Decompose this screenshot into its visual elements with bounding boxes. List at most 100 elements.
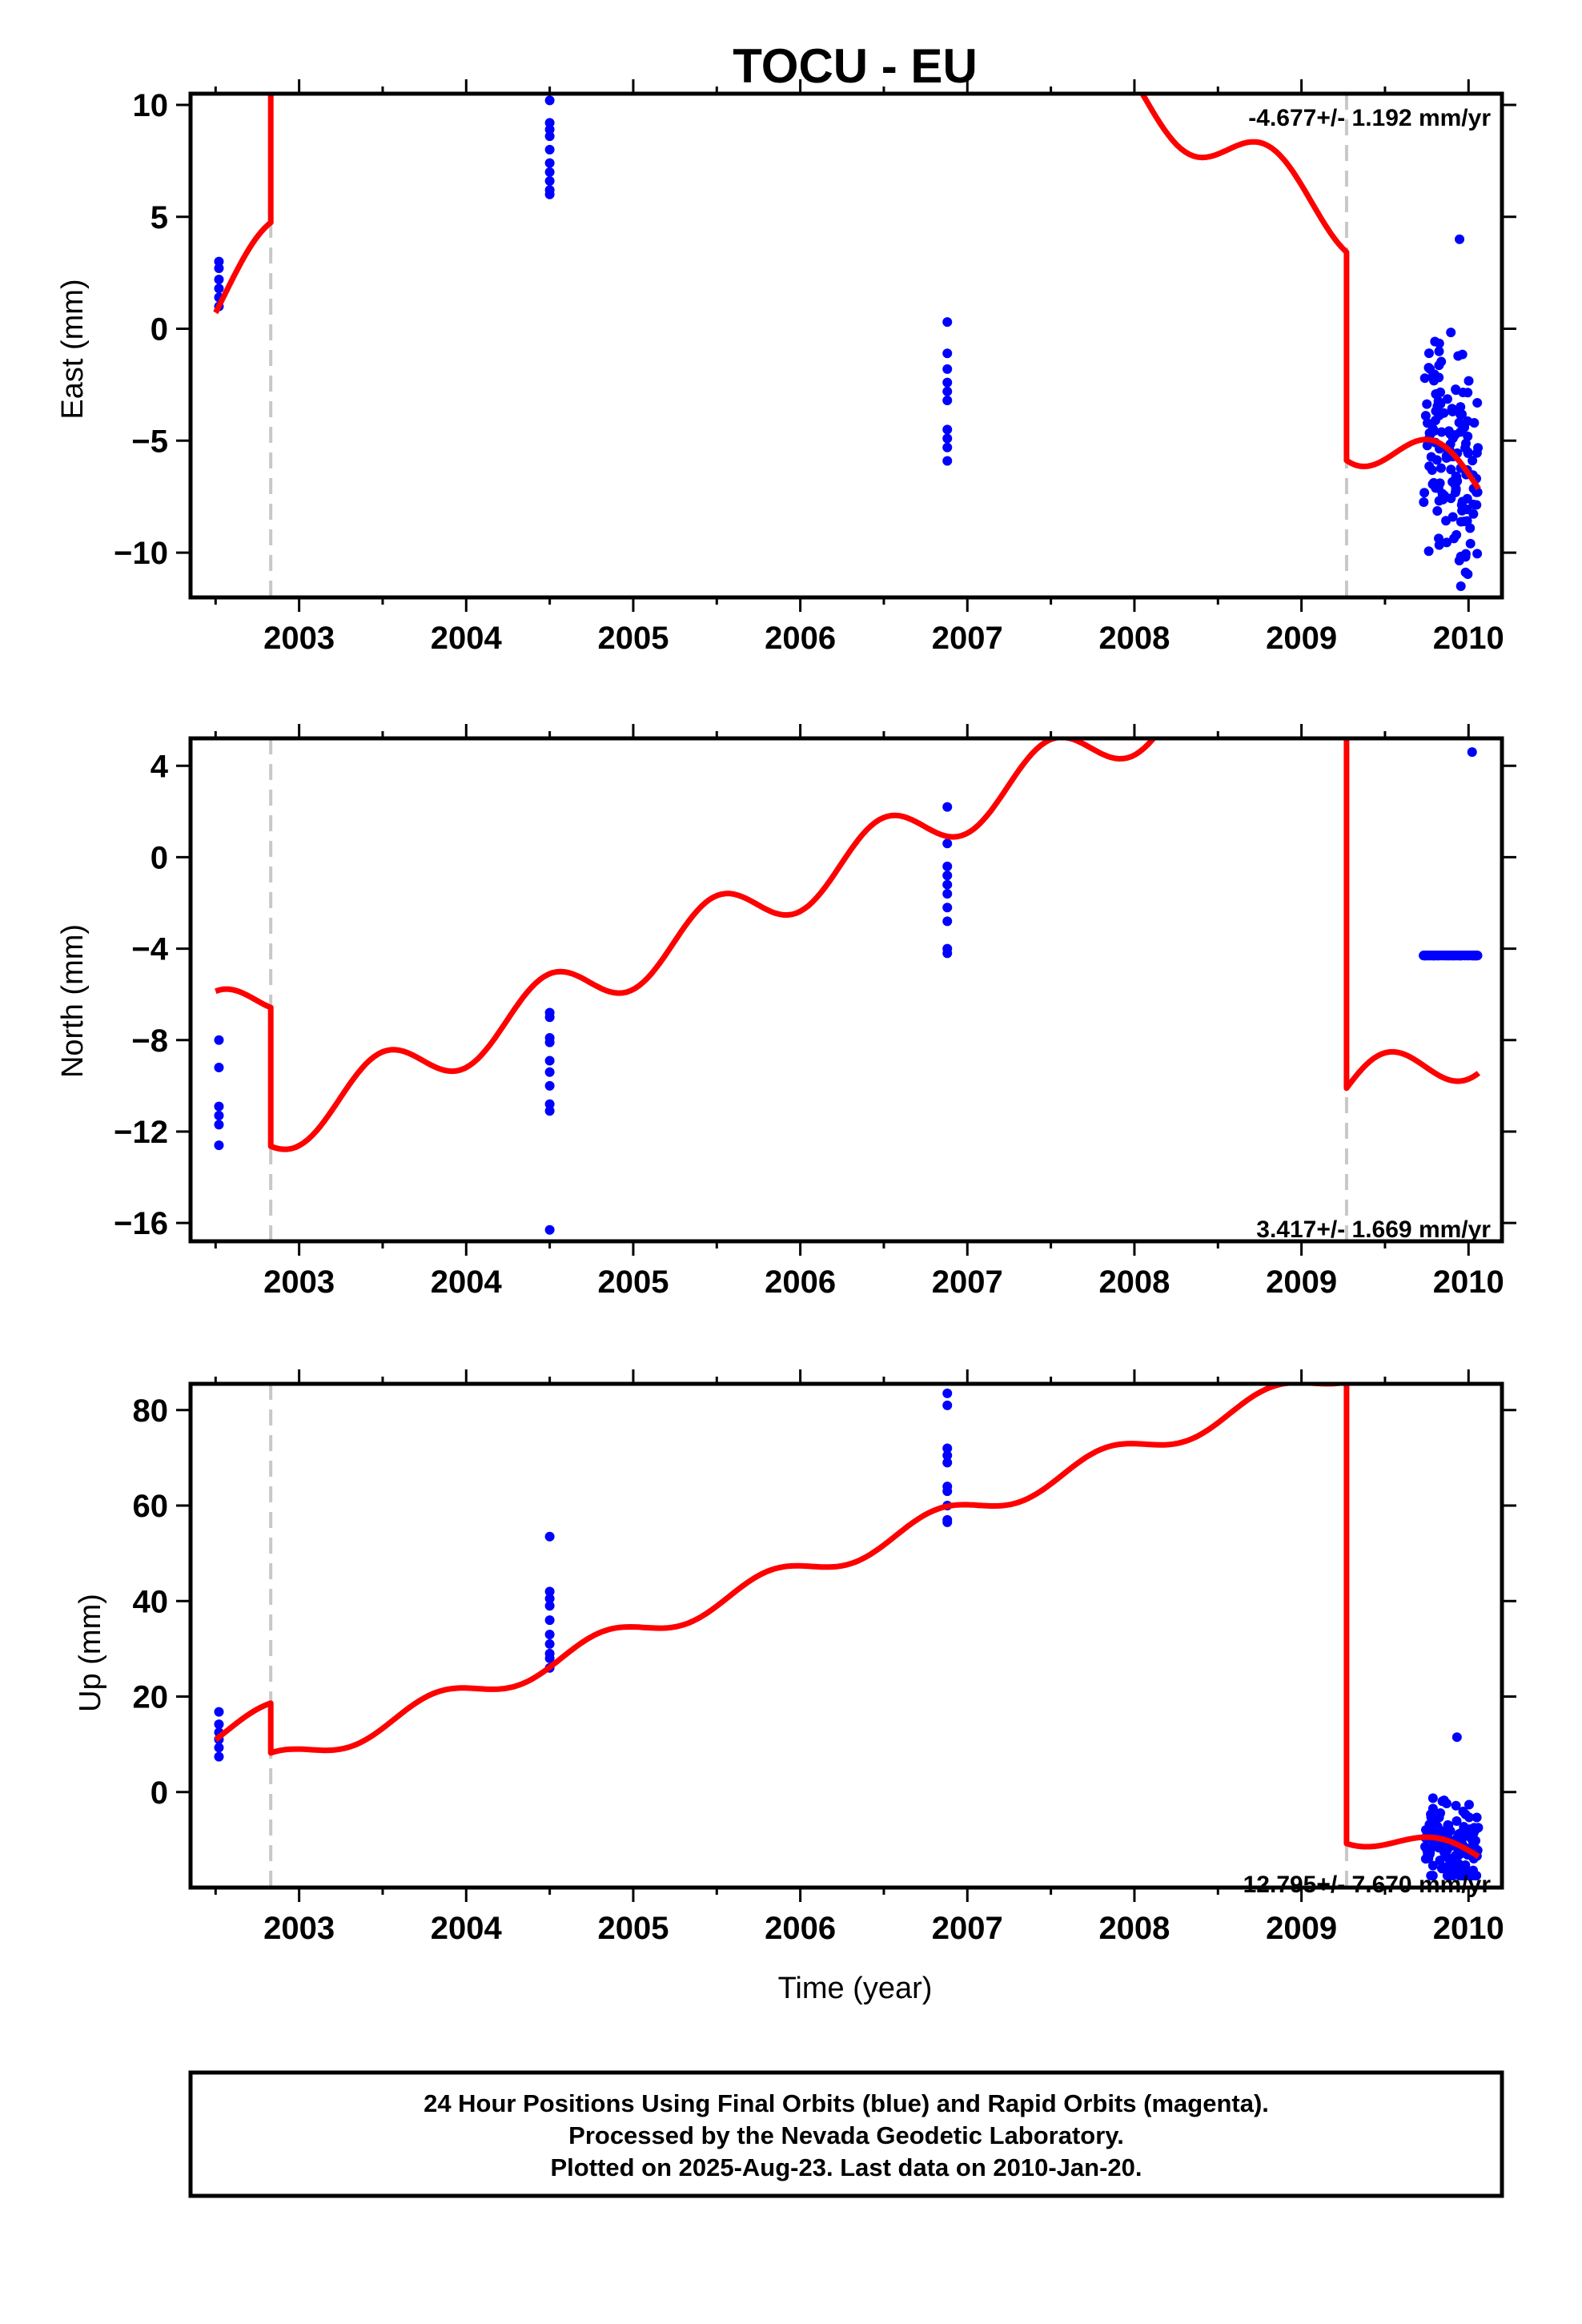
up-point bbox=[1432, 1821, 1443, 1831]
east-point bbox=[942, 317, 953, 328]
up-point bbox=[1452, 1732, 1462, 1743]
up-xtick-label: 2003 bbox=[263, 1911, 335, 1946]
north-point bbox=[544, 1067, 555, 1077]
up-point bbox=[544, 1615, 555, 1626]
east-point bbox=[1453, 351, 1464, 361]
up-point bbox=[942, 1486, 953, 1497]
up-panel: 2003 2004 2005 2006 2007 2008 2009 2010 80 60 40 20… bbox=[74, 1369, 1516, 1946]
up-ytick-label: 40 bbox=[133, 1584, 169, 1619]
east-point bbox=[1465, 523, 1476, 533]
east-point bbox=[1472, 500, 1482, 510]
east-point bbox=[1472, 549, 1483, 559]
east-point bbox=[1434, 346, 1444, 356]
east-point bbox=[942, 348, 953, 359]
footer-line-3: Plotted on 2025-Aug-23. Last data on 201… bbox=[550, 2153, 1142, 2181]
east-ytick-label: −10 bbox=[114, 536, 168, 571]
east-point bbox=[1419, 488, 1430, 498]
north-point bbox=[214, 1101, 224, 1112]
east-point bbox=[1442, 394, 1452, 404]
north-point bbox=[942, 916, 953, 927]
east-point bbox=[1465, 538, 1476, 549]
east-point bbox=[544, 131, 555, 142]
east-point bbox=[942, 442, 953, 452]
east-point bbox=[1445, 428, 1456, 439]
east-point bbox=[1436, 356, 1447, 367]
up-frame bbox=[188, 1381, 1504, 1890]
east-point bbox=[942, 433, 953, 444]
up-point bbox=[942, 1458, 953, 1468]
north-ytick-label: −12 bbox=[114, 1115, 168, 1150]
east-ytick-label: −5 bbox=[131, 424, 168, 459]
up-point bbox=[544, 1586, 555, 1597]
north-point bbox=[1428, 951, 1439, 961]
up-xtick-label: 2006 bbox=[765, 1911, 836, 1946]
east-xtick-label: 2005 bbox=[597, 621, 669, 656]
up-point bbox=[1434, 1812, 1444, 1823]
east-point bbox=[1451, 384, 1461, 395]
up-point bbox=[1467, 1831, 1477, 1842]
east-point bbox=[1457, 409, 1468, 420]
east-ytick-label: 0 bbox=[151, 312, 168, 348]
east-point bbox=[1468, 456, 1478, 466]
up-point bbox=[544, 1653, 555, 1663]
east-point bbox=[1472, 397, 1483, 408]
up-point bbox=[1449, 1856, 1460, 1866]
up-point bbox=[1464, 1812, 1475, 1823]
up-point bbox=[1472, 1812, 1482, 1823]
east-point bbox=[1456, 402, 1466, 412]
east-point bbox=[544, 118, 555, 128]
north-xtick-label: 2008 bbox=[1098, 1265, 1170, 1300]
east-point bbox=[1460, 552, 1471, 562]
east-point bbox=[544, 158, 555, 168]
north-point bbox=[942, 903, 953, 913]
north-point bbox=[1467, 747, 1477, 758]
north-ytick-label: 0 bbox=[151, 840, 168, 875]
up-ytick-label: 20 bbox=[133, 1680, 169, 1715]
north-point bbox=[544, 1037, 555, 1047]
north-model-curve bbox=[213, 738, 1481, 1152]
east-point bbox=[1456, 581, 1466, 592]
east-point bbox=[1423, 363, 1434, 373]
east-point bbox=[1436, 427, 1447, 437]
east-xtick-label: 2008 bbox=[1098, 621, 1170, 656]
east-point bbox=[214, 263, 224, 274]
north-frame bbox=[188, 736, 1504, 1244]
up-point bbox=[214, 1743, 224, 1753]
east-xtick-label: 2010 bbox=[1433, 621, 1504, 656]
up-point bbox=[544, 1638, 555, 1649]
east-point bbox=[1427, 424, 1438, 434]
up-ylabel: Up (mm) bbox=[74, 1594, 107, 1712]
east-point bbox=[214, 256, 224, 267]
up-ytick-label: 60 bbox=[133, 1489, 169, 1524]
up-point bbox=[1427, 1793, 1438, 1803]
north-point bbox=[942, 802, 953, 812]
north-point bbox=[942, 838, 953, 849]
up-point bbox=[1451, 1800, 1461, 1811]
east-point bbox=[1422, 440, 1432, 451]
up-point bbox=[1459, 1871, 1469, 1881]
north-point bbox=[214, 1120, 224, 1130]
north-point bbox=[214, 1140, 224, 1151]
east-point bbox=[544, 167, 555, 177]
up-point bbox=[942, 1388, 953, 1398]
north-plot-area: 2003 2004 2005 2006 2007 2008 2009 2010 4 0 −4 −8 −1… bbox=[114, 724, 1516, 1300]
north-point bbox=[544, 1106, 555, 1116]
chart-title: TOCU - EU bbox=[733, 39, 978, 93]
east-point bbox=[1426, 452, 1436, 462]
east-point bbox=[942, 386, 953, 396]
east-xtick-label: 2007 bbox=[932, 621, 1003, 656]
east-ylabel: East (mm) bbox=[56, 279, 90, 419]
east-point bbox=[1423, 546, 1434, 557]
north-rate-label: 3.417+/- 1.669 mm/yr bbox=[1256, 1216, 1491, 1243]
east-xtick-label: 2003 bbox=[263, 621, 335, 656]
up-point bbox=[214, 1707, 224, 1717]
footer-box bbox=[188, 2070, 1504, 2198]
north-xtick-label: 2010 bbox=[1433, 1265, 1504, 1300]
up-point bbox=[544, 1531, 555, 1542]
east-point bbox=[1419, 497, 1429, 507]
east-point bbox=[544, 144, 555, 155]
north-point bbox=[544, 1080, 555, 1091]
north-ylabel: North (mm) bbox=[56, 924, 90, 1078]
up-point bbox=[1436, 1864, 1447, 1874]
east-data-points bbox=[214, 95, 1484, 592]
